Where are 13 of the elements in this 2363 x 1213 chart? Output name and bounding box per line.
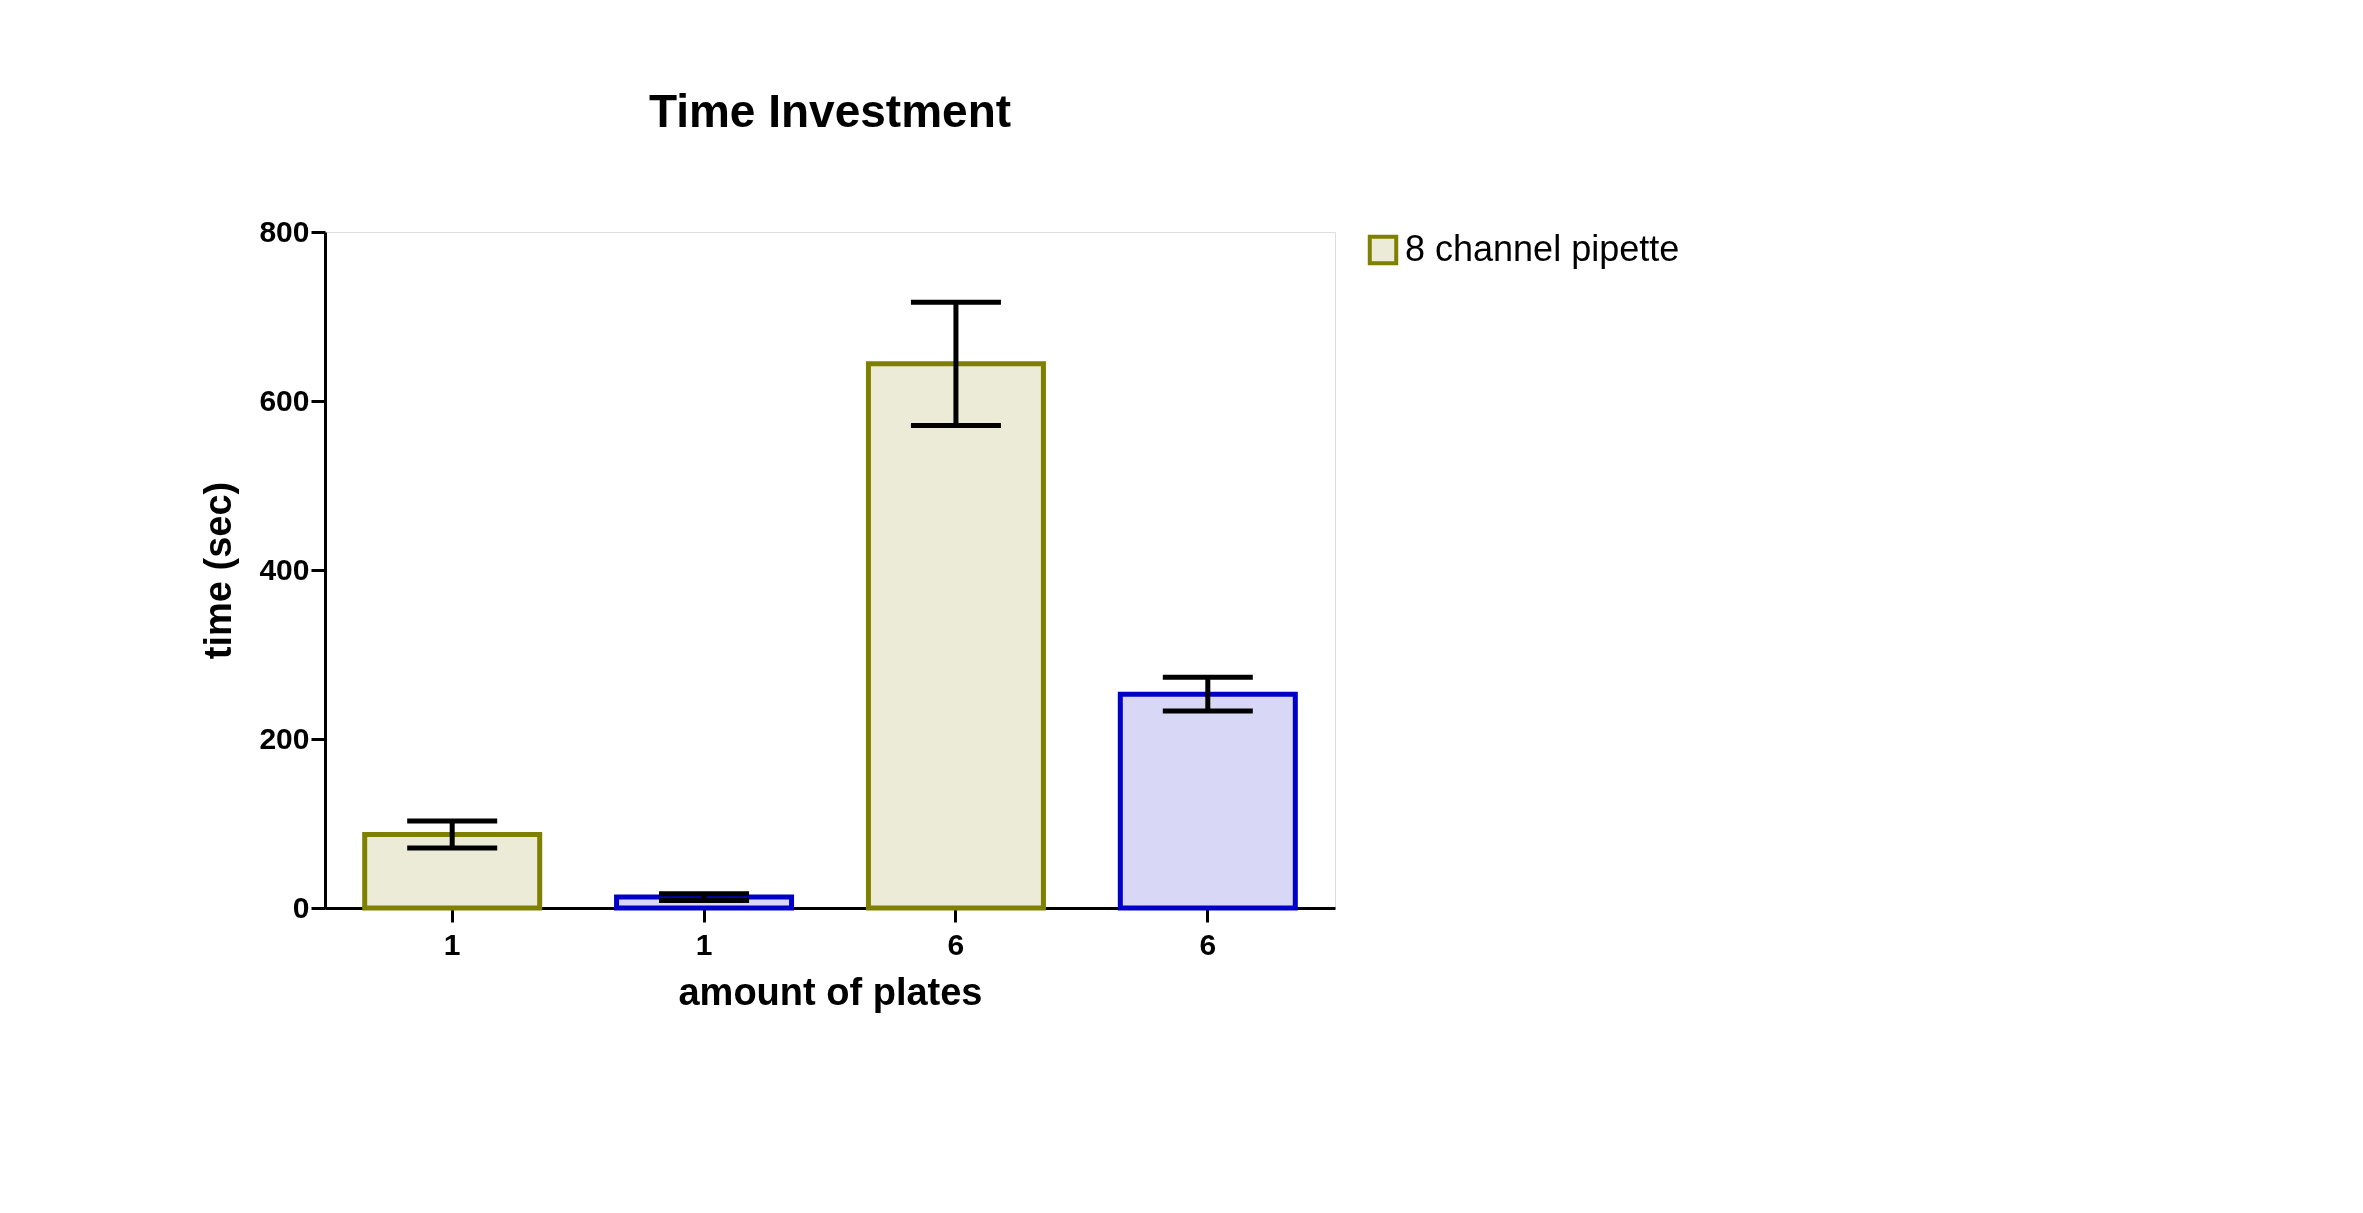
legend-label: 8 channel pipette [1405,228,1680,269]
y-tick-label: 400 [259,552,310,586]
x-tick-label: 1 [695,927,713,961]
x-axis-title: amount of plates [678,970,983,1013]
x-tick-label: 6 [947,927,965,961]
y-axis-title: time (sec) [197,481,240,660]
y-tick-label: 200 [259,721,310,755]
x-tick-label: 1 [443,927,461,961]
y-tick-label: 0 [292,890,310,924]
chart-title: Time Investment [648,85,1012,137]
y-tick-label: 600 [259,383,310,417]
y-tick-label: 800 [259,214,310,248]
x-tick-label: 6 [1199,927,1217,961]
